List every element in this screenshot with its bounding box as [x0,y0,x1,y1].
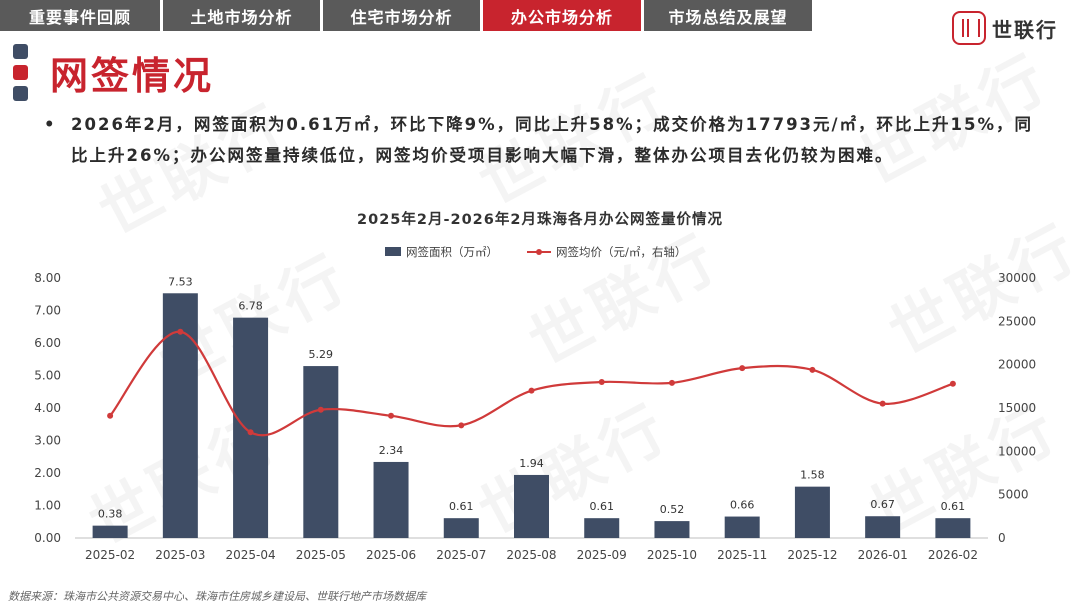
bar-data-label: 5.29 [309,348,334,361]
price-point [247,429,254,436]
tab-residential-market[interactable]: 住宅市场分析 [323,0,480,31]
y-left-tick-label: 3.00 [34,434,61,448]
y-left-tick-label: 4.00 [34,401,61,415]
x-tick-label: 2025-06 [366,548,416,562]
bar-data-label: 7.53 [168,275,193,288]
section-markers [13,44,29,107]
bar [303,366,339,538]
bar [724,516,760,538]
top-nav: 重要事件回顾 土地市场分析 住宅市场分析 办公市场分析 市场总结及展望 [0,0,1080,33]
x-tick-label: 2025-02 [85,548,135,562]
x-tick-label: 2025-09 [577,548,627,562]
brand-name: 世联行 [992,17,1058,42]
price-point [668,379,675,386]
bar [865,516,901,538]
bar-data-label: 0.66 [730,499,755,512]
bar-data-label: 0.61 [941,500,966,513]
price-point [809,366,816,373]
x-tick-label: 2025-12 [787,548,837,562]
bar [794,486,830,538]
price-point [458,422,465,429]
x-tick-label: 2026-01 [858,548,908,562]
price-point [598,379,605,385]
summary-paragraph: • 2026年2月，网签面积为0.61万㎡，环比下降9%，同比上升58%；成交价… [44,109,1046,171]
y-right-tick-label: 15000 [998,401,1036,415]
bar-data-label: 1.58 [800,469,825,482]
x-tick-label: 2025-03 [155,548,205,562]
y-left-tick-label: 8.00 [34,271,61,285]
summary-text: 2026年2月，网签面积为0.61万㎡，环比下降9%，同比上升58%；成交价格为… [71,115,1034,165]
x-tick-label: 2025-10 [647,548,697,562]
legend-line-label: 网签均价（元/㎡，右轴） [556,245,686,259]
y-right-tick-label: 5000 [998,488,1029,502]
bar [584,518,620,538]
y-right-tick-label: 30000 [998,271,1036,285]
y-right-tick-label: 0 [998,531,1006,545]
bar [373,461,409,538]
price-point [388,412,395,419]
tab-key-events[interactable]: 重要事件回顾 [0,0,160,31]
tab-land-market[interactable]: 土地市场分析 [163,0,320,31]
brand-icon [952,11,986,45]
bar [654,521,690,538]
chart-title: 2025年2月-2026年2月珠海各月办公网签量价情况 [357,212,723,228]
page-title: 网签情况 [50,54,215,98]
bullet-dot: • [44,115,57,134]
marker-square [13,65,28,80]
y-left-tick-label: 6.00 [34,336,61,350]
data-source: 数据来源：珠海市公共资源交易中心、珠海市住房城乡建设局、世联行地产市场数据库 [8,590,426,603]
tab-summary-outlook[interactable]: 市场总结及展望 [644,0,812,31]
combo-chart: 网签面积（万㎡） 网签均价（元/㎡，右轴） 0.00 1.00 2.00 3.00 4.00… [34,245,1036,562]
y-left-tick-label: 5.00 [34,369,61,383]
price-point [177,328,184,335]
brand-logo: 世联行 [952,9,1058,47]
y-right-tick-label: 10000 [998,444,1036,458]
y-left-tick-label: 2.00 [34,466,61,480]
marker-square [13,86,28,101]
price-point [949,380,956,387]
legend-line-marker [536,249,542,255]
x-tick-label: 2025-11 [717,548,767,562]
x-tick-label: 2025-08 [506,548,556,562]
bar-data-label: 6.78 [238,300,263,313]
y-right-tick-label: 25000 [998,314,1036,328]
bar [233,317,269,538]
bar [514,474,549,538]
x-tick-label: 2025-05 [296,548,346,562]
price-point [107,412,114,419]
price-point [528,387,535,394]
y-left-tick-label: 1.00 [34,499,61,513]
legend-bar-label: 网签面积（万㎡） [406,245,498,259]
bar-data-label: 2.34 [379,444,404,457]
x-tick-label: 2026-02 [928,548,978,562]
price-point [739,365,746,372]
y-left-tick-label: 0.00 [34,531,61,545]
marker-square [13,44,28,59]
bar-data-label: 1.94 [519,457,544,470]
bar-data-label: 0.52 [660,503,685,516]
legend-bar-swatch [385,247,401,256]
price-point [317,406,324,413]
bar [935,518,971,538]
bar-data-label: 0.61 [589,500,614,513]
x-tick-label: 2025-07 [436,548,486,562]
x-tick-label: 2025-04 [226,548,276,562]
y-right-tick-label: 20000 [998,358,1036,372]
bar-data-label: 0.38 [98,508,123,521]
bar [92,525,128,538]
bar [443,518,479,538]
price-point [879,400,886,407]
tab-office-market[interactable]: 办公市场分析 [483,0,641,31]
bar-data-label: 0.67 [870,498,895,511]
y-left-tick-label: 7.00 [34,304,61,318]
bar-data-label: 0.61 [449,500,474,513]
